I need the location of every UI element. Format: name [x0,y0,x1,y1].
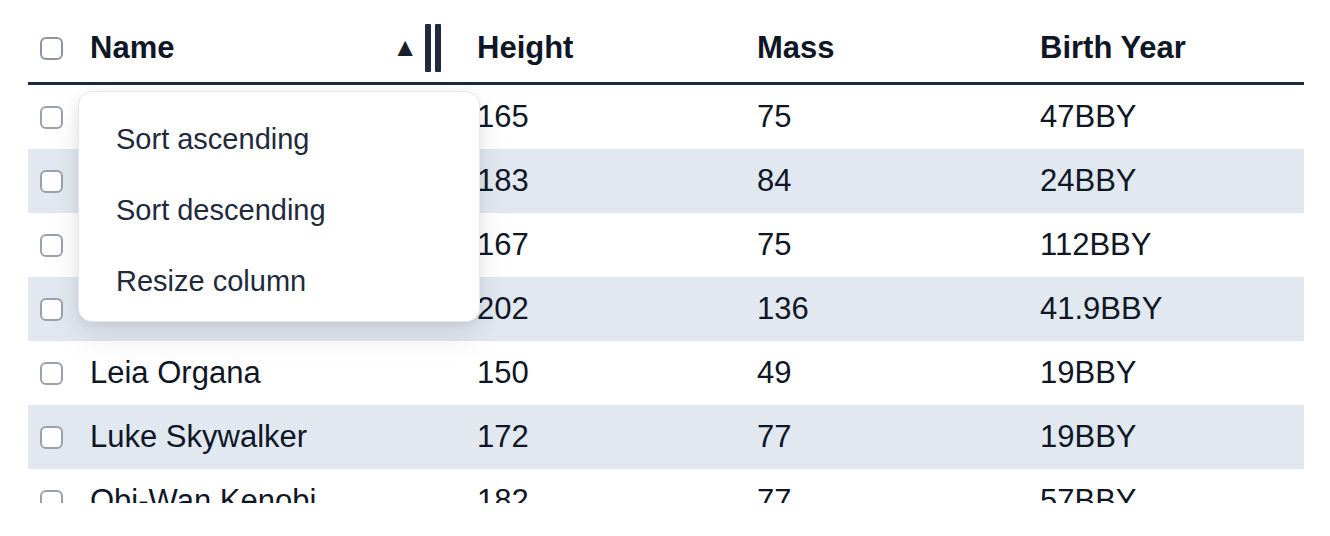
cell-height: 183 [477,163,757,199]
menu-item-sort-ascending[interactable]: Sort ascending [79,104,479,175]
resize-bar-icon [435,24,441,72]
cell-height: 182 [477,483,757,503]
cell-mass: 75 [757,99,1040,135]
cell-mass: 49 [757,355,1040,391]
column-context-menu: Sort ascending Sort descending Resize co… [78,91,480,322]
sort-ascending-icon: ▲ [392,34,418,60]
table-row: Luke Skywalker 172 77 19BBY [28,405,1304,469]
row-checkbox[interactable] [40,234,63,257]
column-header-mass[interactable]: Mass [757,30,1040,66]
table-row: Obi-Wan Kenobi 182 77 57BBY [28,469,1304,503]
cell-mass: 136 [757,291,1040,327]
cell-birth-year: 19BBY [1040,419,1304,455]
row-checkbox[interactable] [40,106,63,129]
column-resize-handle[interactable] [425,24,441,72]
cell-birth-year: 19BBY [1040,355,1304,391]
cell-name: Luke Skywalker [90,419,477,455]
row-checkbox[interactable] [40,426,63,449]
column-header-name-label: Name [90,30,174,66]
cell-mass: 77 [757,483,1040,503]
cell-mass: 84 [757,163,1040,199]
cell-birth-year: 112BBY [1040,227,1304,263]
cell-name: Leia Organa [90,355,477,391]
column-header-height[interactable]: Height [477,30,757,66]
cell-mass: 75 [757,227,1040,263]
column-header-height-label: Height [477,30,573,65]
select-all-checkbox[interactable] [40,37,63,60]
cell-name: Obi-Wan Kenobi [90,483,477,503]
menu-item-sort-descending[interactable]: Sort descending [79,175,479,246]
cell-birth-year: 24BBY [1040,163,1304,199]
row-checkbox[interactable] [40,170,63,193]
column-header-mass-label: Mass [757,30,835,65]
cell-height: 172 [477,419,757,455]
column-header-birth-year[interactable]: Birth Year [1040,30,1304,66]
table-header-row: Name ▲ Height Mass Birth Year [28,0,1304,85]
menu-item-resize-column[interactable]: Resize column [79,246,479,317]
cell-height: 150 [477,355,757,391]
table-row: Leia Organa 150 49 19BBY [28,341,1304,405]
row-checkbox[interactable] [40,490,63,504]
cell-birth-year: 57BBY [1040,483,1304,503]
cell-height: 202 [477,291,757,327]
resize-bar-icon [425,24,431,72]
column-header-name[interactable]: Name ▲ [90,24,477,72]
cell-height: 165 [477,99,757,135]
row-checkbox[interactable] [40,362,63,385]
cell-birth-year: 41.9BBY [1040,291,1304,327]
row-checkbox[interactable] [40,298,63,321]
column-header-birth-year-label: Birth Year [1040,30,1186,65]
header-select-cell [28,37,90,60]
cell-birth-year: 47BBY [1040,99,1304,135]
cell-mass: 77 [757,419,1040,455]
cell-height: 167 [477,227,757,263]
